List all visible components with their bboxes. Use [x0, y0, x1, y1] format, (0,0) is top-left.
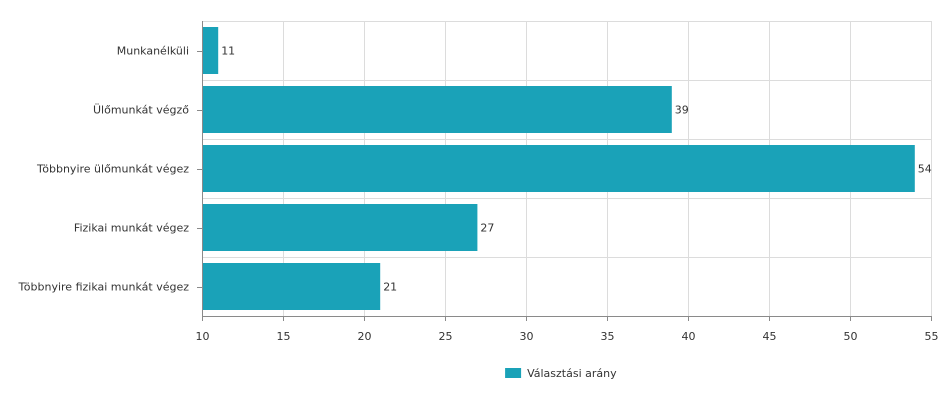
bar	[203, 204, 478, 251]
value-tick-label: 50	[844, 330, 858, 343]
data-label: 21	[383, 281, 397, 294]
value-tick-label: 20	[358, 330, 372, 343]
category-label: Többnyire fizikai munkát végez	[18, 281, 190, 294]
category-label: Ülőmunkát végző	[93, 104, 189, 117]
bar	[203, 145, 915, 192]
legend-label: Választási arány	[527, 367, 617, 380]
category-label: Munkanélküli	[117, 45, 189, 58]
value-tick-label: 15	[277, 330, 291, 343]
bar	[203, 27, 219, 74]
legend-swatch	[505, 368, 522, 378]
bars	[203, 27, 915, 310]
data-label: 54	[918, 163, 932, 176]
data-label: 11	[221, 45, 235, 58]
value-tick-label: 45	[763, 330, 777, 343]
value-tick-label: 40	[682, 330, 696, 343]
category-axis-labels: Munkanélküli Ülőmunkát végző Többnyire ülő…	[18, 45, 202, 294]
value-tick-label: 35	[601, 330, 615, 343]
bar	[203, 86, 672, 133]
value-tick-label: 25	[439, 330, 453, 343]
value-tick-label: 30	[520, 330, 534, 343]
value-axis-ticks: 10 15 20 25 30 35 40 45 50 55	[196, 316, 939, 343]
data-label: 39	[675, 104, 689, 117]
data-label: 27	[480, 222, 494, 235]
gridlines	[202, 21, 932, 317]
value-tick-label: 55	[925, 330, 939, 343]
category-label: Fizikai munkát végez	[74, 222, 189, 235]
legend[interactable]: Választási arány	[505, 367, 617, 380]
data-labels: 11 39 54 27 21	[221, 45, 932, 294]
value-tick-label: 10	[196, 330, 210, 343]
category-label: Többnyire ülőmunkát végez	[36, 163, 189, 176]
bar	[203, 263, 381, 310]
